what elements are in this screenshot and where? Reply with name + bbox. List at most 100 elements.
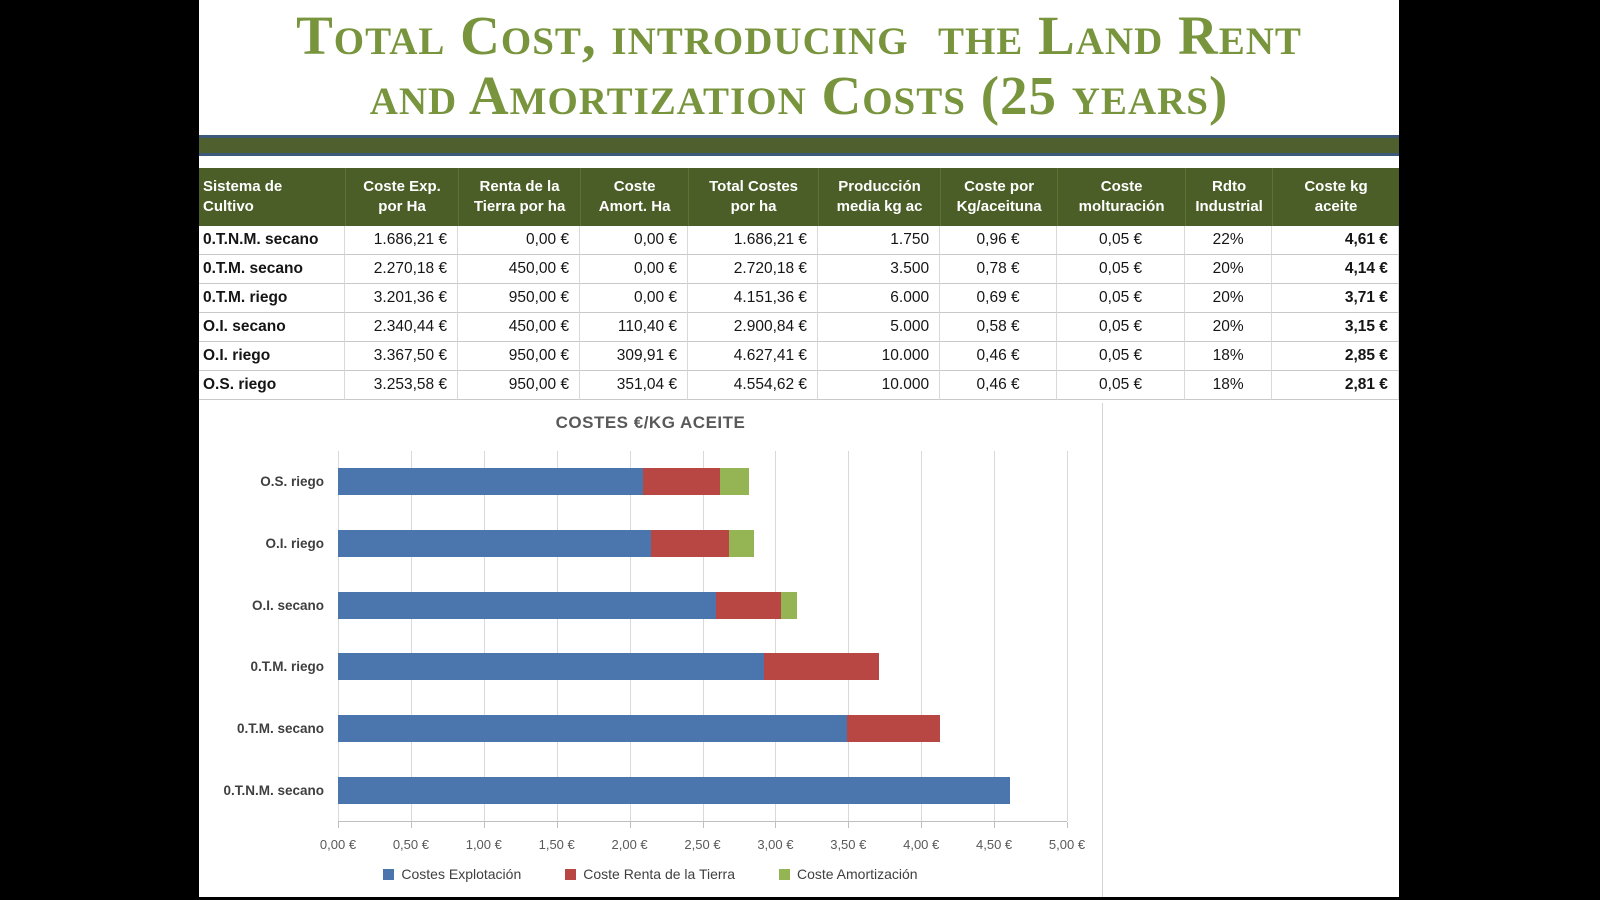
table-cell: 110,40 € <box>580 313 689 342</box>
table-cell: 0,00 € <box>458 226 581 255</box>
table-cell: O.S. riego <box>199 371 346 400</box>
chart-legend: Costes Explotación Coste Renta de la Tier… <box>199 866 1102 882</box>
legend-label: Coste Amortización <box>796 866 918 882</box>
table-cell: 6.000 <box>818 284 941 313</box>
table-cell: 351,04 € <box>580 371 689 400</box>
bar-segment <box>846 715 941 742</box>
tick-mark <box>775 822 777 828</box>
table-cell: 3,71 € <box>1272 284 1399 313</box>
table-cell: 2.720,18 € <box>688 255 819 284</box>
tick-mark <box>848 822 850 828</box>
table-cell: 0,00 € <box>580 255 689 284</box>
table-cell: 20% <box>1185 255 1273 284</box>
table-cell: 22% <box>1185 226 1273 255</box>
table-cell: 0,05 € <box>1057 342 1186 371</box>
table-row: 0.T.N.M. secano 1.686,21 €0,00 €0,00 €1.6… <box>199 226 1399 255</box>
bar-segment <box>642 468 720 496</box>
table-cell: 4,14 € <box>1272 255 1399 284</box>
bar-segment <box>338 653 764 681</box>
table-cell: 10.000 <box>818 371 941 400</box>
bar-segment <box>763 653 879 681</box>
table-cell: 0.T.M. secano <box>199 255 346 284</box>
table-cell: 0,05 € <box>1057 313 1186 342</box>
table-cell: 309,91 € <box>580 342 689 371</box>
table-cell: 0,05 € <box>1057 255 1186 284</box>
tick-mark <box>1067 822 1068 828</box>
column-header: Total Costes por ha <box>688 168 819 226</box>
tick-label: 4,50 € <box>976 837 1013 852</box>
table-cell: 4.627,41 € <box>688 342 819 371</box>
table-cell: 3.201,36 € <box>345 284 459 313</box>
table-cell: O.I. secano <box>199 313 346 342</box>
table-cell: 4,61 € <box>1272 226 1399 255</box>
tick-label: 2,50 € <box>684 837 721 852</box>
table-cell: 0,46 € <box>940 342 1058 371</box>
bar-segment <box>781 591 798 619</box>
cost-table: Sistema de Cultivo Coste Exp. por Ha Renta… <box>199 168 1399 400</box>
bar-segment <box>338 776 1011 804</box>
bar-0-t-n-m-secano <box>338 776 1067 804</box>
chart-plot-area <box>338 451 1068 822</box>
bar-o-i-riego <box>338 530 1067 557</box>
tick-label: 4,00 € <box>903 837 940 852</box>
column-header: Coste Exp. por Ha <box>345 168 459 226</box>
gridline <box>848 451 850 821</box>
column-header: Rdto Industrial <box>1185 168 1273 226</box>
table-cell: 950,00 € <box>458 284 581 313</box>
tick-label: 1,00 € <box>465 837 502 852</box>
bar-segment <box>728 530 754 557</box>
table-row: 0.T.M. secano 2.270,18 €450,00 €0,00 €2.7… <box>199 255 1399 284</box>
table-cell: 0.T.N.M. secano <box>199 226 346 255</box>
table-cell: 3,15 € <box>1272 313 1399 342</box>
tick-label: 5,00 € <box>1048 837 1086 852</box>
table-cell: 4.151,36 € <box>688 284 819 313</box>
bar-0-t-m-secano <box>338 715 1067 742</box>
bar-segment <box>338 530 652 557</box>
tick-label: 3,00 € <box>757 837 794 852</box>
table-cell: O.I. riego <box>199 342 346 371</box>
spreadsheet-cell-border <box>1102 403 1103 897</box>
gridline <box>338 451 339 821</box>
legend-label: Costes Explotación <box>401 866 522 882</box>
table-cell: 1.686,21 € <box>345 226 459 255</box>
slide-title-line1: Total Cost, introducing the Land Rent <box>296 5 1302 66</box>
column-header: Coste Amort. Ha <box>580 168 689 226</box>
table-cell: 0,00 € <box>580 226 689 255</box>
table-cell: 2,81 € <box>1272 371 1399 400</box>
category-label: 0.T.M. riego <box>250 659 324 675</box>
category-label: O.I. secano <box>251 597 324 613</box>
table-cell: 3.500 <box>818 255 941 284</box>
table-cell: 20% <box>1185 313 1273 342</box>
bar-o-s-riego <box>338 468 1067 496</box>
gridline <box>921 451 923 821</box>
slide: Total Cost, introducing the Land Rent an… <box>199 0 1399 897</box>
tick-mark <box>921 822 923 828</box>
tick-mark <box>483 822 485 828</box>
gridline <box>483 451 485 821</box>
table-cell: 1.750 <box>818 226 941 255</box>
slide-title: Total Cost, introducing the Land Rent an… <box>199 6 1399 126</box>
bar-segment <box>651 530 729 557</box>
divider-band <box>199 135 1399 156</box>
tick-label: 2,00 € <box>611 837 648 852</box>
table-cell: 450,00 € <box>458 255 581 284</box>
tick-mark <box>702 822 704 828</box>
category-label: O.S. riego <box>260 474 324 490</box>
legend-item: Costes Explotación <box>383 866 521 882</box>
gridline <box>702 451 704 821</box>
gridline <box>775 451 777 821</box>
table-cell: 18% <box>1185 371 1273 400</box>
table-cell: 5.000 <box>818 313 941 342</box>
bar-segment <box>338 591 716 619</box>
table-cell: 450,00 € <box>458 313 581 342</box>
category-label: 0.T.N.M. secano <box>223 782 324 798</box>
chart-category-axis: O.S. riego O.I. riego O.I. secano 0.T.M. ri… <box>199 451 324 821</box>
table-cell: 0,46 € <box>940 371 1058 400</box>
table-row: 0.T.M. riego 3.201,36 €950,00 €0,00 €4.15… <box>199 284 1399 313</box>
gridline <box>1067 451 1068 821</box>
column-header: Coste molturación <box>1057 168 1186 226</box>
cost-chart: COSTES €/KG ACEITE O.S. riego O.I. riego O… <box>199 403 1399 897</box>
bar-0-t-m-riego <box>338 653 1067 681</box>
legend-swatch-icon <box>565 868 577 880</box>
table-cell: 2.900,84 € <box>688 313 819 342</box>
